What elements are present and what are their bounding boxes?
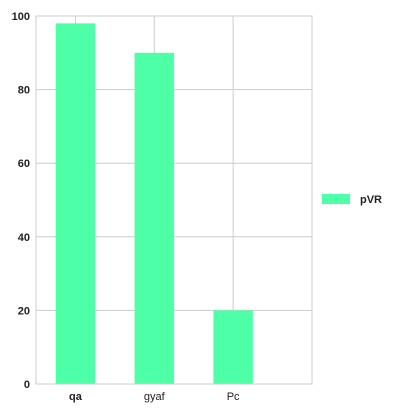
y-tick-label: 100 <box>12 11 30 23</box>
x-tick-label-gyaf: gyaf <box>144 391 166 403</box>
y-tick-label: 60 <box>18 158 30 170</box>
bar-pc <box>213 310 253 384</box>
y-axis-tick-labels: 0 20 40 60 80 100 <box>12 11 30 391</box>
y-tick-label: 0 <box>24 379 30 391</box>
legend-label-pvr: pVR <box>360 194 382 206</box>
y-tick-label: 40 <box>18 232 30 244</box>
y-tick-label: 20 <box>18 305 30 317</box>
bar-gyaf <box>134 52 174 385</box>
legend-swatch-pvr <box>322 194 350 204</box>
bar-qa <box>55 23 96 385</box>
plot-frame <box>35 15 313 385</box>
x-tick-label-pc: Pc <box>227 391 240 403</box>
legend: pVR <box>322 194 382 206</box>
y-tick-label: 80 <box>18 85 30 97</box>
bars <box>55 23 253 385</box>
x-axis-tick-labels: qa gyaf Pc <box>69 391 240 403</box>
x-tick-label-qa: qa <box>69 391 83 403</box>
